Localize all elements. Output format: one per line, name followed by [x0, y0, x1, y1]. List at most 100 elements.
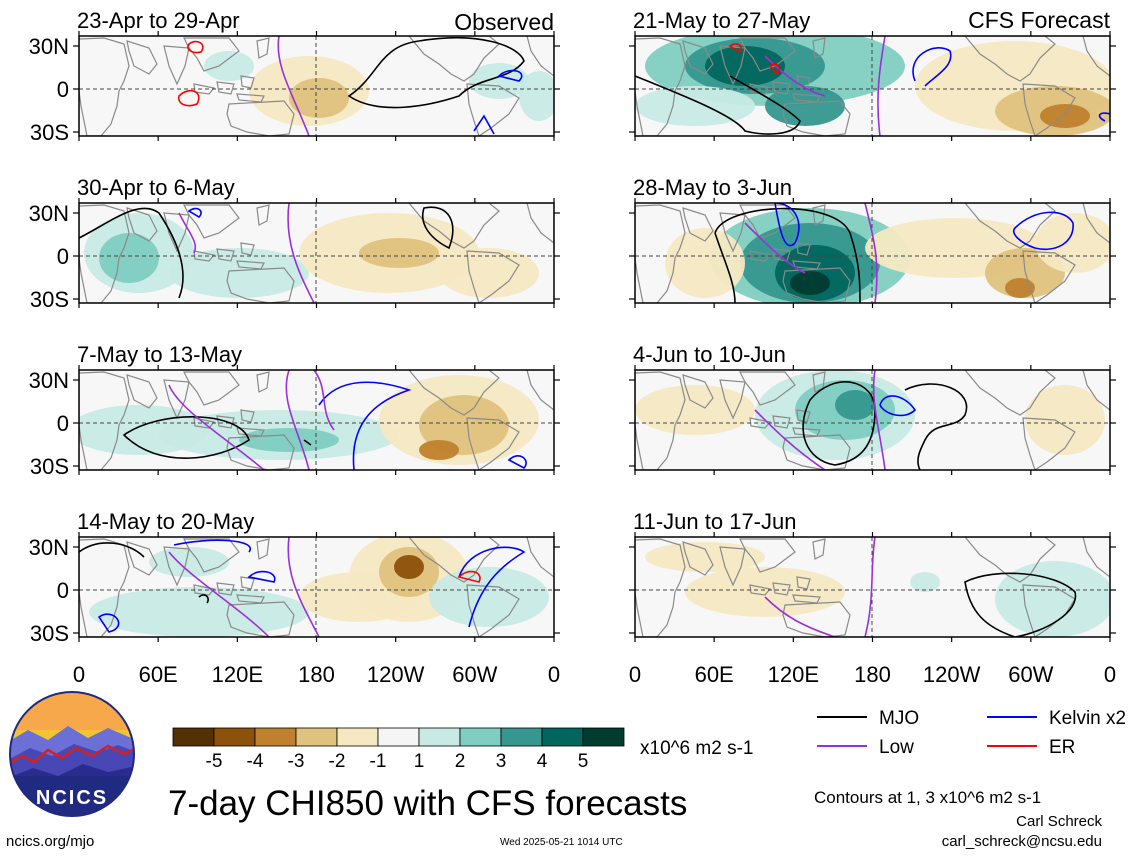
low-contour	[764, 55, 826, 97]
colorbar-tick-label: -2	[329, 751, 346, 772]
colorbar-swatch	[377, 727, 420, 747]
author: Carl Schreck	[1016, 813, 1102, 830]
logo-text: NCICS	[36, 787, 108, 809]
anomaly-shading	[89, 587, 309, 637]
x-tick-label: 0	[73, 662, 85, 687]
legend-label: ER	[1049, 737, 1075, 758]
anomaly-shading	[790, 271, 830, 295]
mjo-contour	[422, 206, 454, 250]
legend-label: MJO	[879, 708, 919, 729]
anomaly-shading	[835, 390, 875, 420]
ncics-logo: NCICS	[9, 691, 135, 817]
mjo-contour	[347, 37, 525, 109]
legend-label: Low	[879, 737, 914, 758]
y-tick-label: 0	[57, 244, 69, 269]
anomaly-shading	[99, 233, 159, 283]
x-tick-label: 60E	[695, 662, 734, 687]
website-link[interactable]: ncics.org/mjo	[6, 833, 95, 850]
kelvin-contour	[774, 203, 800, 247]
er-contour	[728, 43, 742, 54]
anomaly-shading	[394, 555, 424, 579]
anomaly-shading	[1005, 278, 1035, 298]
low-contour	[168, 551, 270, 637]
observed-label: Observed	[454, 9, 554, 35]
y-tick-label: 0	[57, 77, 69, 102]
y-tick-label: 30S	[30, 454, 69, 479]
map-panel: 11-Jun to 17-Jun	[629, 509, 1116, 642]
panel-period-label: 21-May to 27-May	[633, 8, 810, 33]
anomaly-shading	[635, 86, 755, 126]
anomaly-shading	[910, 572, 940, 592]
anomaly-shading	[149, 547, 229, 577]
colorbar-swatch	[254, 727, 297, 747]
legend-label: Kelvin x2	[1049, 708, 1125, 729]
colorbar-tick-label: -4	[247, 751, 264, 772]
legend: MJO Kelvin x2 Low ER	[817, 708, 1125, 758]
kelvin-contour	[497, 69, 523, 82]
anomaly-shading	[469, 63, 529, 99]
anomaly-shading	[289, 78, 349, 118]
map-panel: 28-May to 3-Jun	[629, 175, 1116, 308]
er-contour	[187, 40, 204, 54]
map-panel: 4-Jun to 10-Jun	[629, 342, 1116, 475]
er-contour	[768, 63, 781, 76]
x-tick-label: 60E	[139, 662, 178, 687]
kelvin-contour	[318, 381, 412, 470]
anomaly-shading	[1035, 213, 1110, 273]
panel-period-label: 7-May to 13-May	[77, 342, 242, 367]
kelvin-contour	[507, 455, 527, 470]
panel-period-label: 14-May to 20-May	[77, 509, 254, 534]
kelvin-contour	[473, 114, 495, 135]
panel-period-label: 30-Apr to 6-May	[77, 175, 235, 200]
mjo-contour	[964, 572, 1077, 637]
colorbar-swatch	[295, 727, 338, 747]
timestamp: Wed 2025-05-21 1014 UTC	[500, 837, 623, 848]
mjo-contour	[904, 383, 968, 470]
x-tick-label: 180	[854, 662, 891, 687]
low-contour	[287, 537, 320, 637]
mjo-contour	[802, 381, 876, 466]
panel-period-label: 23-Apr to 29-Apr	[77, 8, 240, 33]
author-email[interactable]: carl_schreck@ncsu.edu	[941, 833, 1102, 850]
x-tick-label: 180	[298, 662, 335, 687]
kelvin-contour	[1013, 211, 1074, 250]
panel-period-label: 28-May to 3-Jun	[633, 175, 792, 200]
x-tick-label: 120W	[367, 662, 425, 687]
map-panel: 14-May to 20-May 30N 0 30S	[29, 509, 560, 646]
low-contour	[864, 203, 878, 303]
colorbar-tick-label: 2	[455, 751, 466, 772]
anomaly-shading	[239, 428, 339, 452]
x-tick-label: 0	[548, 662, 560, 687]
colorbar-swatch	[418, 727, 461, 747]
mjo-contour	[635, 75, 801, 135]
mjo-contour	[714, 232, 736, 303]
low-contour	[287, 203, 315, 303]
y-tick-label: 30N	[29, 201, 69, 226]
anomaly-shading	[685, 567, 845, 617]
low-contour	[764, 596, 836, 637]
colorbar-tick-label: 4	[537, 751, 548, 772]
x-tick-label: 0	[629, 662, 641, 687]
panel-period-label: 11-Jun to 17-Jun	[633, 509, 796, 534]
low-contour	[313, 370, 335, 431]
kelvin-contour	[1098, 112, 1110, 122]
x-tick-label: 60W	[452, 662, 497, 687]
mjo-contour	[122, 416, 250, 459]
y-tick-label: 0	[57, 411, 69, 436]
colorbar-swatch	[213, 727, 256, 747]
mjo-contour	[198, 594, 209, 604]
x-tick-label: 120E	[212, 662, 263, 687]
panel-period-label: 4-Jun to 10-Jun	[633, 342, 786, 367]
low-contour	[277, 36, 310, 136]
low-contour	[168, 384, 265, 470]
kelvin-contour	[97, 613, 120, 633]
colorbar-tick-label: 5	[578, 751, 589, 772]
forecast-label: CFS Forecast	[968, 7, 1110, 33]
mjo-contour	[79, 542, 145, 558]
low-contour	[877, 36, 886, 136]
y-tick-label: 0	[57, 578, 69, 603]
x-tick-label: 60W	[1008, 662, 1053, 687]
map-panel: 30-Apr to 6-May 30N 0 30S	[29, 175, 560, 312]
colorbar-tick-label: -1	[370, 751, 387, 772]
kelvin-contour	[173, 539, 252, 553]
